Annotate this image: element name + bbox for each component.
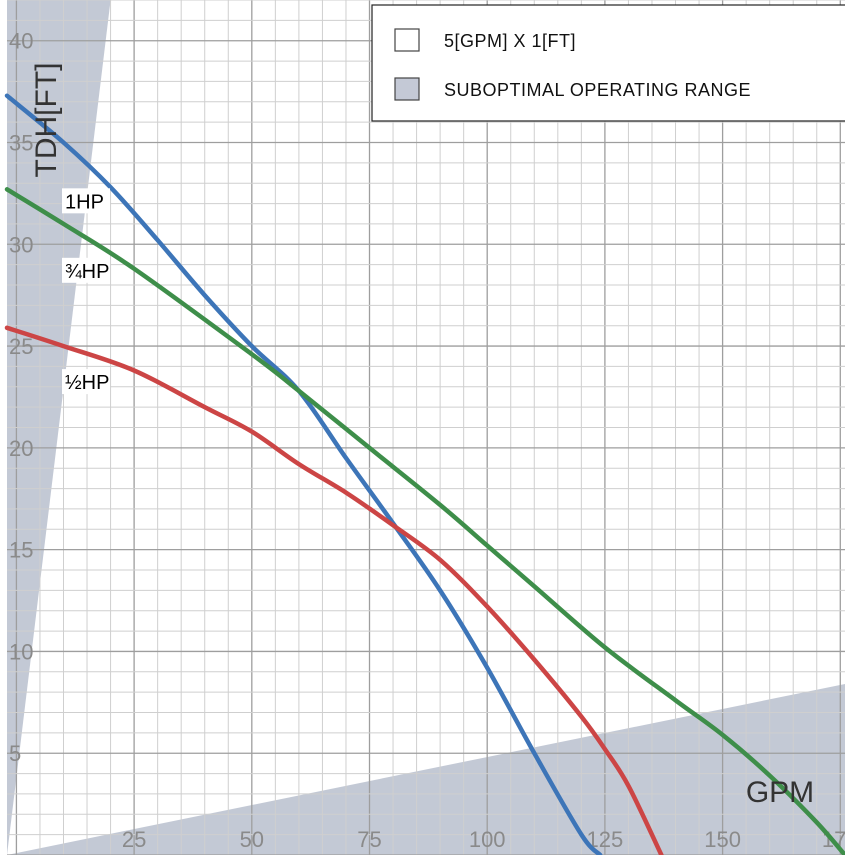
x-tick-label-25: 25 (122, 827, 146, 852)
curve-label-backing-3-4hp (62, 257, 110, 283)
series-line-3-4hp (4, 187, 845, 858)
y-tick-label-25: 25 (9, 334, 33, 359)
curve-label-1-2hp: ½HP (65, 372, 109, 394)
y-tick-label-10: 10 (9, 639, 33, 664)
x-tick-label-75: 75 (357, 827, 381, 852)
legend-swatch-suboptimal-range (394, 77, 420, 101)
y-tick-label-30: 30 (9, 232, 33, 257)
series-line-1-2hp (4, 325, 664, 858)
legend-box (371, 4, 845, 122)
x-tick-label-100: 100 (469, 827, 506, 852)
legend-label-suboptimal-range: SUBOPTIMAL OPERATING RANGE (444, 80, 751, 100)
legend-label-grid-scale: 5[GPM] X 1[FT] (444, 31, 576, 51)
curve-label-backing-1hp (62, 188, 110, 214)
curve-labels: 1HP ¾HP ½HP (62, 188, 110, 395)
x-tick-label-50: 50 (240, 827, 264, 852)
y-tick-label-5: 5 (9, 741, 21, 766)
series-layer (4, 93, 845, 858)
curve-label-3-4hp: ¾HP (65, 261, 109, 283)
shaded-region-bottom-suboptimal (7, 684, 845, 855)
x-tick-label-150: 150 (704, 827, 741, 852)
y-tick-label-35: 35 (9, 131, 33, 156)
y-axis-title: TDH[FT] (30, 63, 63, 178)
legend: 5[GPM] X 1[FT] SUBOPTIMAL OPERATING RANG… (371, 4, 845, 122)
y-tick-label-40: 40 (9, 29, 33, 54)
curve-label-backing-1-2hp (62, 369, 110, 395)
x-axis-title: GPM (746, 776, 814, 809)
legend-swatch-grid-scale (394, 28, 420, 52)
series-line-1hp (4, 93, 603, 858)
y-tick-label-20: 20 (9, 436, 33, 461)
y-tick-label-15: 15 (9, 538, 33, 563)
curve-label-1hp: 1HP (65, 191, 104, 213)
